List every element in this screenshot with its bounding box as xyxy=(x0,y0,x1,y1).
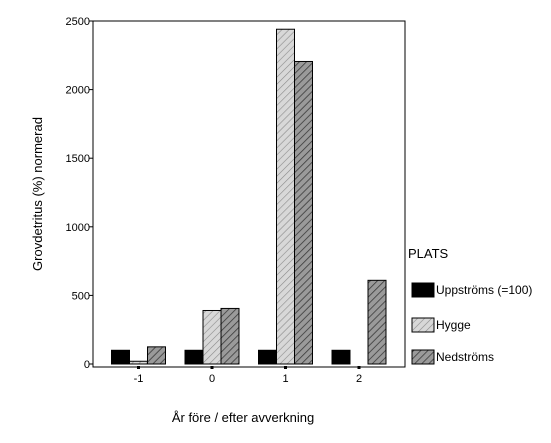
x-tick-label: -1 xyxy=(134,373,144,385)
y-tick-label: 1000 xyxy=(66,222,90,234)
legend-label: Nedströms xyxy=(436,350,494,364)
x-tick-mark xyxy=(210,366,214,369)
x-tick-mark xyxy=(357,366,361,369)
y-tick-label: 1500 xyxy=(66,153,90,165)
plot-frame xyxy=(92,20,406,368)
bars xyxy=(111,28,387,365)
y-axis: 0 500 1000 1500 2000 2500 xyxy=(66,16,93,371)
bar-nedstr-ms-0 xyxy=(147,346,166,365)
bar-hygge-0 xyxy=(129,360,148,365)
legend-label: Hygge xyxy=(436,318,471,332)
x-tick-mark xyxy=(137,366,140,369)
bar-hygge-1 xyxy=(202,309,222,365)
bar-nedstr-ms-1 xyxy=(220,307,240,365)
x-axis-label: År före / efter avverkning xyxy=(172,410,314,425)
bar-uppstr-ms-100-2 xyxy=(258,349,277,365)
legend-swatch xyxy=(411,282,435,298)
x-tick-label: 1 xyxy=(282,373,288,385)
x-tick-mark xyxy=(284,366,287,369)
legend-title: PLATS xyxy=(408,246,449,261)
legend-swatch xyxy=(411,317,435,333)
bar-nedstr-ms-2 xyxy=(294,60,313,365)
bar-hygge-2 xyxy=(276,28,295,365)
bar-uppstr-ms-100-3 xyxy=(331,349,351,365)
y-tick-label: 2000 xyxy=(66,85,90,97)
x-axis: -1 0 1 2 xyxy=(134,366,362,385)
bar-uppstr-ms-100-1 xyxy=(184,349,204,365)
y-axis-label: Grovdetritus (%) normerad xyxy=(30,117,45,271)
y-tick-label: 0 xyxy=(84,359,90,371)
bar-uppstr-ms-100-0 xyxy=(111,349,130,365)
y-tick-label: 2500 xyxy=(66,16,90,28)
legend-label: Uppströms (=100) xyxy=(436,283,532,297)
bar-nedstr-ms-3 xyxy=(367,279,387,365)
legend-swatch xyxy=(411,349,435,365)
legend: PLATS Uppströms (=100) Hygge Nedströms xyxy=(408,246,532,365)
y-tick-label: 500 xyxy=(72,290,90,302)
x-tick-label: 0 xyxy=(209,373,215,385)
x-tick-label: 2 xyxy=(356,373,362,385)
